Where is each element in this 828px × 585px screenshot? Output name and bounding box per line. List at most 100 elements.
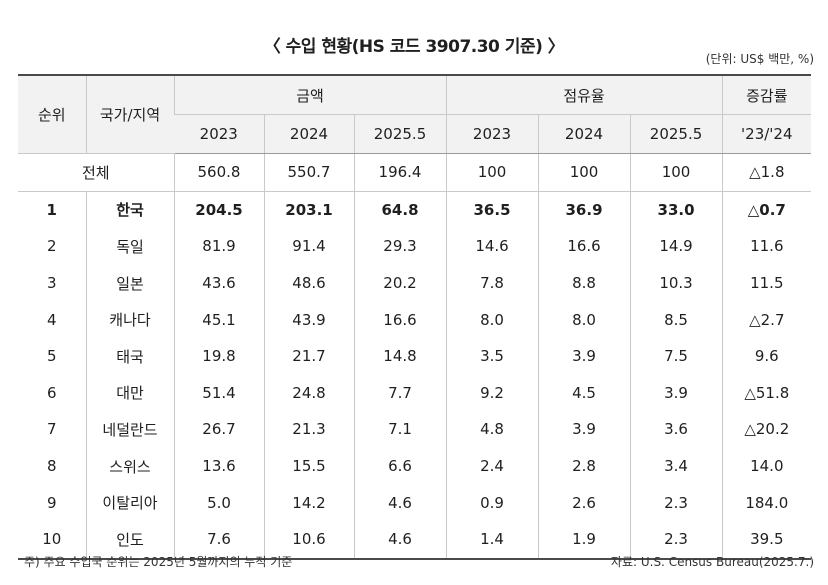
cell: 14.6 xyxy=(445,228,539,265)
cell: 10.6 xyxy=(263,520,354,560)
cell: 100 xyxy=(629,153,723,192)
rank-cell: 2 xyxy=(46,237,57,256)
cell: △20.2 xyxy=(721,411,812,448)
cell: 8.5 xyxy=(629,301,723,338)
header-rank: 순위 xyxy=(18,74,86,154)
cell: 11.6 xyxy=(721,228,812,265)
header-year: 2025.5 xyxy=(629,114,723,154)
cell: 4.6 xyxy=(353,484,447,521)
rank-cell: 1 xyxy=(46,200,57,219)
header-year: 2025.5 xyxy=(353,114,447,154)
cell: 3.4 xyxy=(629,447,723,485)
cell: 9.6 xyxy=(721,337,812,375)
cell: 36.5 xyxy=(445,191,539,229)
footnote: 주) 주요 수입국 순위는 2025년 5월까지의 누적 기준 xyxy=(24,555,293,569)
cell: 48.6 xyxy=(263,264,354,302)
table-row: 6 대만 51.4 24.8 7.7 9.2 4.5 3.9 △51.8 xyxy=(18,374,812,412)
cell: 14.8 xyxy=(353,337,447,375)
import-table: 순위 국가/지역 금액 점유율 증감률 2023 2024 2025.5 202… xyxy=(18,74,812,560)
table-row: 2 독일 81.9 91.4 29.3 14.6 16.6 14.9 11.6 xyxy=(18,228,812,265)
table-row: 8 스위스 13.6 15.5 6.6 2.4 2.8 3.4 14.0 xyxy=(18,447,812,485)
table-row: 4 캐나다 45.1 43.9 16.6 8.0 8.0 8.5 △2.7 xyxy=(18,301,812,338)
cell: 15.5 xyxy=(263,447,354,485)
total-row: 전체 560.8 550.7 196.4 100 100 100 △1.8 xyxy=(18,153,812,192)
cell: 7.1 xyxy=(353,411,447,448)
cell: 16.6 xyxy=(353,301,447,338)
cell: 184.0 xyxy=(721,484,812,521)
table-row: 7 네덜란드 26.7 21.3 7.1 4.8 3.9 3.6 △20.2 xyxy=(18,411,812,448)
cell: 3.6 xyxy=(629,411,723,448)
country-cell: 대만 xyxy=(85,374,174,412)
cell: 20.2 xyxy=(353,264,447,302)
cell: 29.3 xyxy=(353,228,447,265)
cell: 1.9 xyxy=(537,520,631,560)
header-year: 2023 xyxy=(174,114,264,154)
cell: 21.3 xyxy=(263,411,354,448)
cell: 14.2 xyxy=(263,484,354,521)
cell: 14.9 xyxy=(629,228,723,265)
table-row: 10 인도 7.6 10.6 4.6 1.4 1.9 2.3 39.5 xyxy=(18,520,812,560)
cell: 11.5 xyxy=(721,264,812,302)
cell: 3.9 xyxy=(629,374,723,412)
rank-cell: 5 xyxy=(46,347,57,366)
cell: 36.9 xyxy=(537,191,631,229)
cell: 4.6 xyxy=(353,520,447,560)
cell: 2.4 xyxy=(445,447,539,485)
rank-cell: 9 xyxy=(46,493,57,512)
country-cell: 태국 xyxy=(85,337,174,375)
cell: 2.8 xyxy=(537,447,631,485)
cell: 196.4 xyxy=(353,153,447,192)
header-year: 2023 xyxy=(445,114,539,154)
header-growth: 증감률 xyxy=(721,74,812,115)
cell: 203.1 xyxy=(263,191,354,229)
cell: 560.8 xyxy=(173,153,264,192)
table-row: 9 이탈리아 5.0 14.2 4.6 0.9 2.6 2.3 184.0 xyxy=(18,484,812,521)
cell: 10.3 xyxy=(629,264,723,302)
country-cell: 네덜란드 xyxy=(85,411,174,448)
cell: 7.7 xyxy=(353,374,447,412)
cell: 19.8 xyxy=(173,337,264,375)
country-cell: 일본 xyxy=(85,264,174,302)
cell: 2.3 xyxy=(629,484,723,521)
rank-cell: 6 xyxy=(46,383,57,402)
cell: 6.6 xyxy=(353,447,447,485)
cell: 39.5 xyxy=(721,520,812,560)
table-row: 5 태국 19.8 21.7 14.8 3.5 3.9 7.5 9.6 xyxy=(18,337,812,375)
rank-cell: 10 xyxy=(18,520,86,560)
cell: 8.0 xyxy=(537,301,631,338)
cell: 5.0 xyxy=(173,484,264,521)
cell: △2.7 xyxy=(721,301,812,338)
cell: 4.8 xyxy=(445,411,539,448)
cell: 64.8 xyxy=(353,191,447,229)
cell: △51.8 xyxy=(721,374,812,412)
rank-cell: 3 xyxy=(46,274,57,293)
cell: 8.8 xyxy=(537,264,631,302)
country-cell: 캐나다 xyxy=(85,301,174,338)
cell: 100 xyxy=(445,153,539,192)
cell: 45.1 xyxy=(173,301,264,338)
cell: 7.8 xyxy=(445,264,539,302)
cell: 8.0 xyxy=(445,301,539,338)
cell: 24.8 xyxy=(263,374,354,412)
table-title: 〈 수입 현황(HS 코드 3907.30 기준) 〉 xyxy=(263,37,565,57)
cell: 2.6 xyxy=(537,484,631,521)
country-cell: 이탈리아 xyxy=(85,484,174,521)
header-growth-period: '23/'24 xyxy=(721,114,812,154)
country-cell: 한국 xyxy=(85,191,174,229)
cell: 43.9 xyxy=(263,301,354,338)
cell: 2.3 xyxy=(629,520,723,560)
cell: 26.7 xyxy=(173,411,264,448)
total-label: 전체 xyxy=(18,153,174,192)
rank-cell: 7 xyxy=(46,420,57,439)
cell: △1.8 xyxy=(721,153,812,192)
cell: 7.6 xyxy=(173,520,264,560)
cell: 16.6 xyxy=(537,228,631,265)
header-share: 점유율 xyxy=(445,74,723,115)
country-cell: 스위스 xyxy=(85,447,174,485)
source-note: 자료: U.S. Census Bureau(2025.7.) xyxy=(610,555,814,569)
cell: 100 xyxy=(537,153,631,192)
cell: 14.0 xyxy=(721,447,812,485)
table-row: 3 일본 43.6 48.6 20.2 7.8 8.8 10.3 11.5 xyxy=(18,264,812,302)
country-cell: 독일 xyxy=(85,228,174,265)
rank-cell: 4 xyxy=(46,310,57,329)
